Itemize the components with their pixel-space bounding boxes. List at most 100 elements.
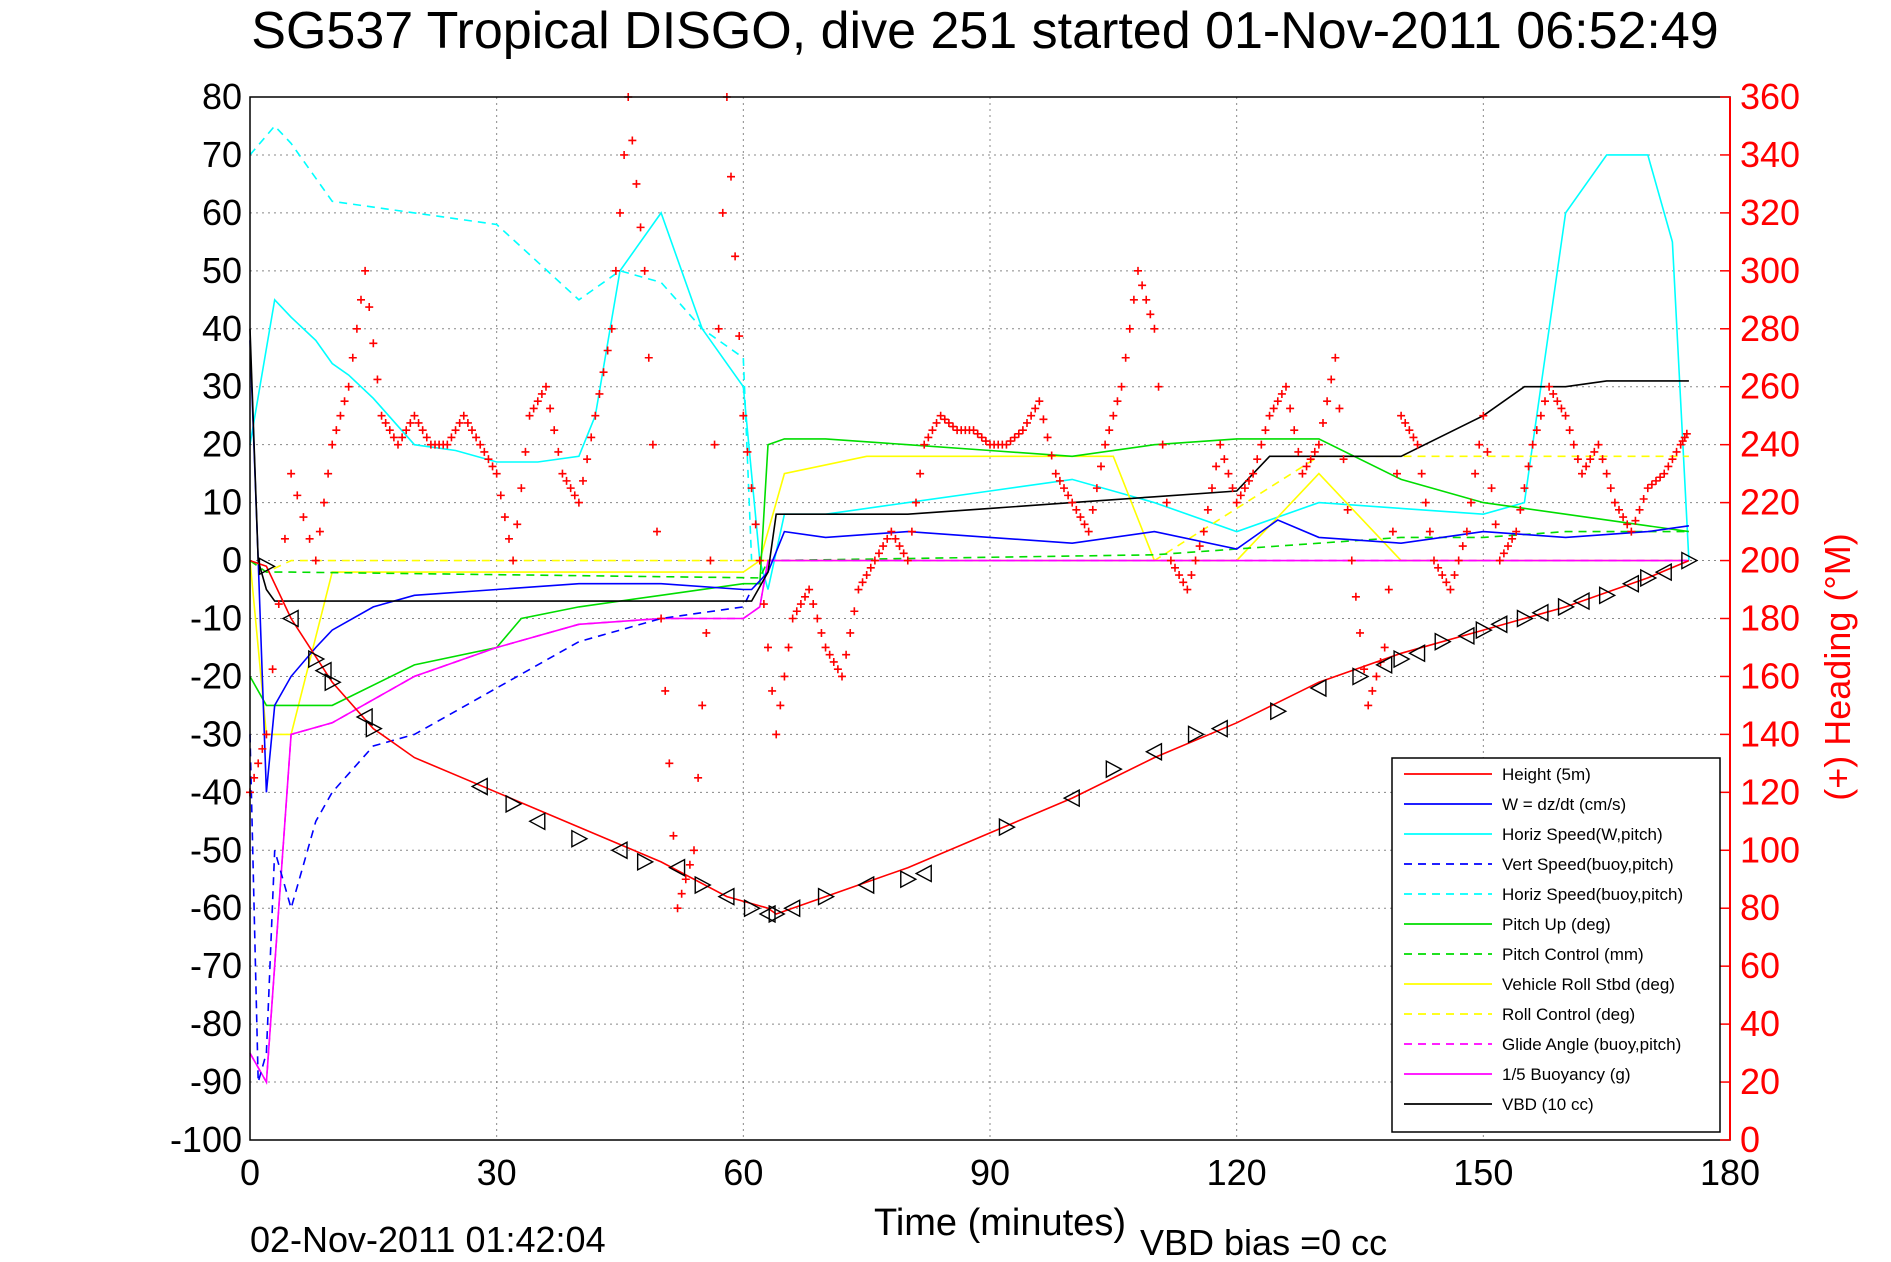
legend-layer: Height (5m) W = dz/dt (cm/s) Horiz Speed(W… (1391, 757, 1721, 1133)
heading-point (1253, 455, 1262, 464)
depth-marker (1640, 568, 1658, 588)
legend-label: Horiz Speed(W,pitch) (1502, 825, 1663, 844)
y-tick-label: 60 (202, 192, 242, 233)
heading-point (476, 440, 485, 449)
heading-point (1257, 440, 1266, 449)
heading-point (1339, 455, 1348, 464)
legend-box (1391, 757, 1721, 1133)
heading-point (558, 469, 567, 478)
heading-point (1384, 585, 1393, 594)
heading-point (1442, 578, 1451, 587)
x-tick-label: 60 (723, 1152, 763, 1193)
depth-marker (610, 841, 628, 860)
heading-point (755, 556, 764, 565)
heading-point (1261, 426, 1270, 435)
heading-point (751, 520, 760, 529)
heading-point (1097, 462, 1105, 471)
depth-marker (1270, 702, 1288, 721)
heading-point (1039, 415, 1048, 424)
heading-point (1421, 498, 1430, 507)
heading-point (500, 513, 509, 522)
heading-point (1105, 426, 1114, 435)
heading-point (268, 665, 277, 674)
heading-point (792, 607, 801, 616)
series-line-1-5-buoyancy-g- (249, 559, 1689, 1085)
heading-point (595, 389, 604, 398)
heading-point (805, 585, 814, 594)
depth-marker (528, 812, 546, 831)
heading-point (1043, 433, 1052, 442)
heading-point (402, 426, 411, 435)
heading-point (1388, 527, 1397, 536)
heading-point (1647, 480, 1656, 489)
depth-marker (636, 852, 655, 872)
heading-point (1430, 556, 1438, 565)
series-line-pitch-control-mm- (249, 530, 1689, 579)
axes-layer: 0 30 60 90 120 150 18080706050403020100-10-20-… (170, 76, 1800, 1193)
heading-point (1623, 520, 1632, 529)
heading-point (1002, 440, 1011, 449)
heading-point (525, 411, 534, 420)
heading-point (1397, 411, 1406, 420)
depth-marker (1557, 597, 1576, 617)
heading-point (1602, 469, 1611, 478)
heading-point (1565, 426, 1574, 435)
heading-point (1269, 404, 1278, 413)
heading-point (768, 686, 777, 695)
depth-marker (505, 794, 523, 814)
heading-point (784, 643, 793, 652)
depth-marker (1598, 586, 1617, 605)
heading-point (1064, 491, 1073, 500)
heading-point (414, 418, 423, 427)
heading-point (1282, 382, 1290, 391)
heading-point (677, 889, 686, 898)
heading-point (537, 389, 546, 398)
heading-point (1047, 451, 1056, 460)
heading-point (1438, 571, 1447, 580)
heading-point (488, 462, 497, 471)
heading-point (1175, 571, 1184, 580)
depth-marker (1375, 655, 1393, 675)
heading-point (1627, 527, 1636, 536)
depth-marker (1457, 626, 1475, 646)
depth-marker (1393, 649, 1411, 669)
heading-point (1010, 433, 1019, 442)
heading-point (1302, 462, 1311, 471)
heading-point (1027, 411, 1036, 420)
heading-point (611, 266, 620, 275)
heading-point (1006, 437, 1015, 446)
heading-point (698, 701, 707, 710)
heading-point (1327, 375, 1336, 384)
heading-point (468, 426, 476, 435)
heading-point (862, 571, 871, 580)
heading-point (1541, 397, 1549, 406)
heading-point (579, 476, 587, 485)
chart-title: SG537 Tropical DISGO, dive 251 started 0… (251, 2, 1718, 60)
heading-point (385, 426, 394, 435)
y-tick-label: 0 (222, 540, 242, 581)
depth-marker (1210, 719, 1228, 738)
heading-point (562, 476, 571, 485)
right-tick-label: 120 (1740, 771, 1800, 812)
heading-point (743, 447, 752, 456)
heading-point (1240, 484, 1249, 493)
depth-marker (1621, 574, 1640, 593)
heading-point (981, 437, 990, 446)
y-tick-label: 30 (202, 366, 242, 407)
heading-point (357, 295, 365, 304)
heading-point (305, 534, 314, 543)
heading-point (492, 469, 501, 478)
heading-point (340, 397, 349, 406)
heading-point (907, 527, 916, 536)
heading-point (1290, 426, 1299, 435)
heading-point (1080, 520, 1089, 529)
heading-point (517, 484, 526, 493)
heading-point (1356, 628, 1364, 637)
depth-marker (900, 870, 918, 889)
y-tick-label: 80 (202, 76, 242, 117)
heading-point (858, 578, 867, 587)
heading-point (1491, 520, 1500, 529)
heading-point (727, 172, 735, 181)
heading-point (883, 534, 892, 543)
heading-point (661, 686, 670, 695)
